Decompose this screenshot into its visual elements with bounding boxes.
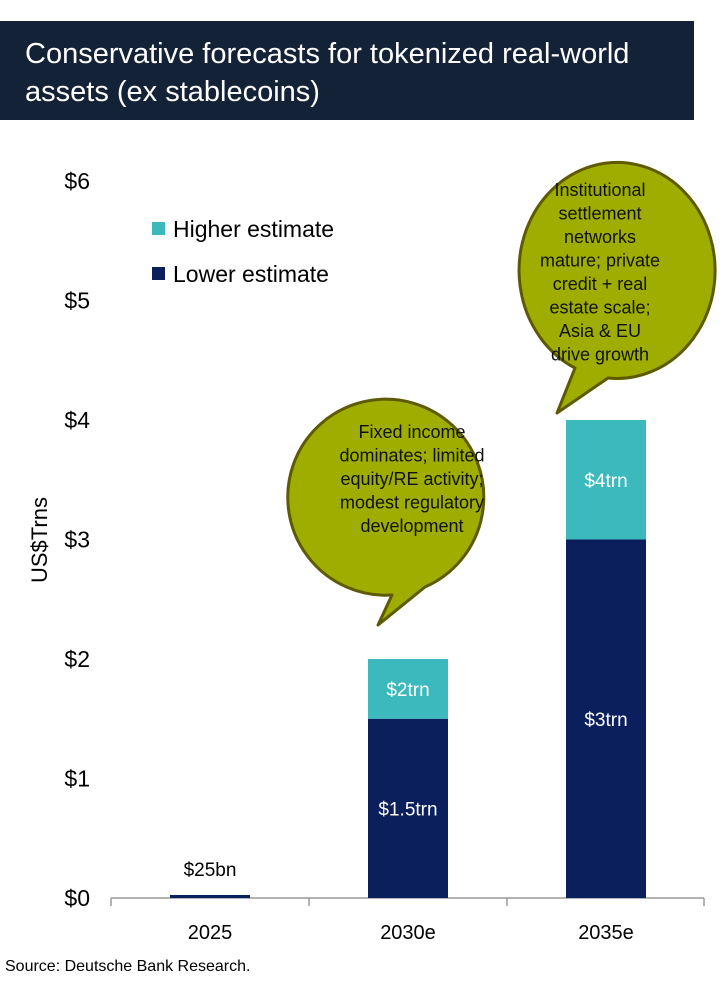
y-tick-label: $3 [64, 527, 90, 553]
annotation-text-line: modest regulatory [340, 493, 484, 513]
bar-lower-estimate [368, 718, 448, 898]
annotation-text-line: development [360, 516, 463, 536]
bar-higher-estimate [566, 420, 646, 540]
legend-label: Higher estimate [173, 216, 334, 242]
legend-swatch [152, 222, 165, 235]
data-label-higher: $2trn [386, 680, 429, 701]
annotation-text-line: Asia & EU [559, 321, 641, 341]
annotation-text-line: dominates; limited [339, 446, 484, 466]
annotation-text-line: credit + real [553, 274, 648, 294]
bar-lower-estimate [170, 895, 250, 898]
data-label-lower: $25bn [184, 860, 237, 881]
annotation-text-line: estate scale; [549, 298, 650, 318]
annotation-text-line: Institutional [554, 180, 645, 200]
annotation-bubble [517, 161, 717, 415]
data-label-higher: $4trn [584, 471, 627, 492]
annotation-text-line: mature; private [540, 251, 660, 271]
source-note: Source: Deutsche Bank Research. [5, 958, 251, 975]
annotation-text-line: settlement [558, 204, 641, 224]
annotation-text-line: Fixed income [358, 422, 465, 442]
y-tick-label: $0 [64, 885, 90, 911]
data-label-lower: $1.5trn [378, 799, 437, 820]
y-tick-label: $4 [64, 407, 90, 433]
chart-title: Conservative forecasts for tokenized rea… [25, 38, 630, 108]
y-tick-label: $2 [64, 646, 90, 672]
legend-swatch [152, 267, 165, 280]
y-tick-label: $5 [64, 288, 90, 314]
annotation-text-line: networks [564, 227, 636, 247]
y-tick-label: $6 [64, 168, 90, 194]
data-label-lower: $3trn [584, 710, 627, 731]
y-axis-title: US$Trns [27, 497, 52, 583]
x-tick-label: 2035e [578, 922, 634, 944]
x-tick-label: 2025 [188, 922, 233, 944]
annotation-text-line: drive growth [551, 345, 649, 365]
bar-lower-estimate [566, 539, 646, 898]
x-tick-label: 2030e [380, 922, 436, 944]
annotation-text-line: equity/RE activity; [340, 469, 483, 489]
title-bar: Conservative forecasts for tokenized rea… [0, 21, 694, 120]
legend-label: Lower estimate [173, 261, 329, 287]
bar-higher-estimate [368, 659, 448, 719]
annotation-bubble [286, 397, 486, 627]
y-tick-label: $1 [64, 766, 90, 792]
